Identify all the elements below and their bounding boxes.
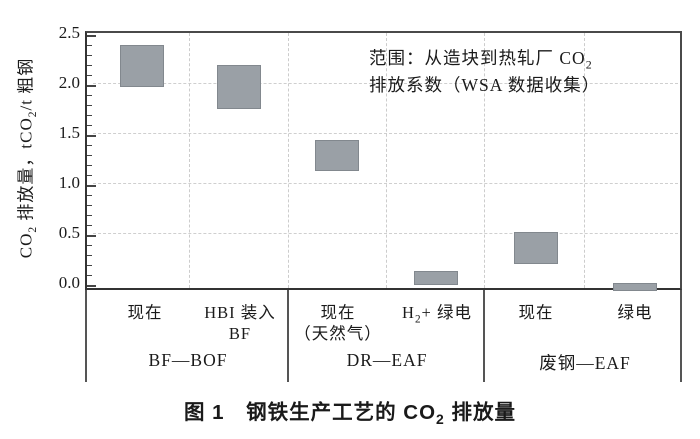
y-tick-label: 0.0 — [58, 273, 80, 292]
x-tick-line: （天然气） — [294, 324, 382, 343]
figure-caption: 图 1 钢铁生产工艺的 CO2 排放量 — [0, 395, 700, 428]
group-separator-line — [287, 290, 289, 382]
x-tick-text: + 绿电 — [421, 303, 472, 322]
group-label: 废钢—EAF — [539, 353, 631, 373]
gridline-vertical — [484, 33, 485, 288]
y-tick-label: 2.0 — [58, 73, 80, 92]
x-axis-labels-area: 现在 HBI 装入 BF 现在 （天然气） H2+ 绿电 现在 绿电 BF—BOF … — [85, 290, 682, 382]
gridline-horizontal — [93, 133, 678, 134]
caption-text: 图 1 钢铁生产工艺的 CO — [183, 401, 437, 424]
x-tick-line: HBI 装入 — [204, 303, 276, 322]
gridline-vertical — [584, 33, 585, 288]
x-tick-text: H — [402, 303, 415, 322]
x-tick-line: BF — [228, 324, 252, 343]
y-axis-major-ticks — [87, 35, 96, 287]
gridline-vertical — [288, 33, 289, 288]
y-tick-label: 1.0 — [58, 173, 80, 192]
annotation-subscript: 2 — [585, 57, 593, 72]
x-tick-label: 现在 （天然气） — [294, 302, 382, 344]
annotation-line-1: 范围：从造块到热轧厂 CO2 — [369, 45, 669, 72]
x-tick-line: 现在 — [127, 303, 163, 322]
y-axis-title-part: /t 粗钢 — [16, 57, 36, 111]
y-axis-title-part: 排放量，tCO — [16, 117, 36, 226]
x-tick-line: 现在 — [518, 303, 554, 322]
group-label: BF—BOF — [148, 350, 228, 370]
y-tick-label: 2.5 — [58, 23, 80, 42]
y-axis-title: CO2 排放量，tCO2/t 粗钢 — [12, 57, 39, 259]
x-tick-line: 现在 — [320, 303, 356, 322]
x-tick-line: H2+ 绿电 — [402, 302, 472, 326]
range-bar — [414, 271, 458, 285]
range-bar — [120, 45, 164, 87]
range-bar — [315, 140, 359, 171]
annotation-line-2: 排放系数（WSA 数据收集） — [369, 75, 601, 95]
caption-subscript: 2 — [436, 411, 445, 428]
range-bar — [514, 232, 558, 264]
y-tick-label: 0.5 — [58, 223, 80, 242]
y-axis-title-part: CO — [16, 232, 36, 259]
caption-text: 排放量 — [444, 401, 516, 424]
x-tick-label: 绿电 — [618, 302, 653, 323]
gridline-horizontal — [93, 233, 678, 234]
gridline-vertical — [386, 33, 387, 288]
y-axis-title-subscript: 2 — [25, 110, 39, 118]
x-tick-label: 现在 — [128, 302, 163, 323]
plot-area: 范围：从造块到热轧厂 CO2 排放系数（WSA 数据收集） — [85, 31, 682, 291]
y-axis-title-subscript: 2 — [25, 225, 39, 233]
gridline-vertical — [189, 33, 190, 288]
x-tick-label: 现在 — [519, 302, 554, 323]
range-bar — [217, 65, 261, 109]
group-separator-line — [483, 290, 485, 382]
x-tick-label: H2+ 绿电 — [402, 302, 472, 326]
gridline-horizontal — [93, 83, 678, 84]
annotation: 范围：从造块到热轧厂 CO2 排放系数（WSA 数据收集） — [369, 45, 669, 99]
x-tick-line: 绿电 — [617, 303, 653, 322]
x-tick-label: HBI 装入 BF — [204, 302, 276, 344]
annotation-text: 范围：从造块到热轧厂 CO — [369, 48, 586, 68]
range-bar — [613, 283, 657, 291]
x-tick-subscript: 2 — [414, 313, 422, 326]
group-label: DR—EAF — [346, 350, 428, 370]
y-tick-label: 1.5 — [58, 123, 80, 142]
gridline-horizontal — [93, 183, 678, 184]
